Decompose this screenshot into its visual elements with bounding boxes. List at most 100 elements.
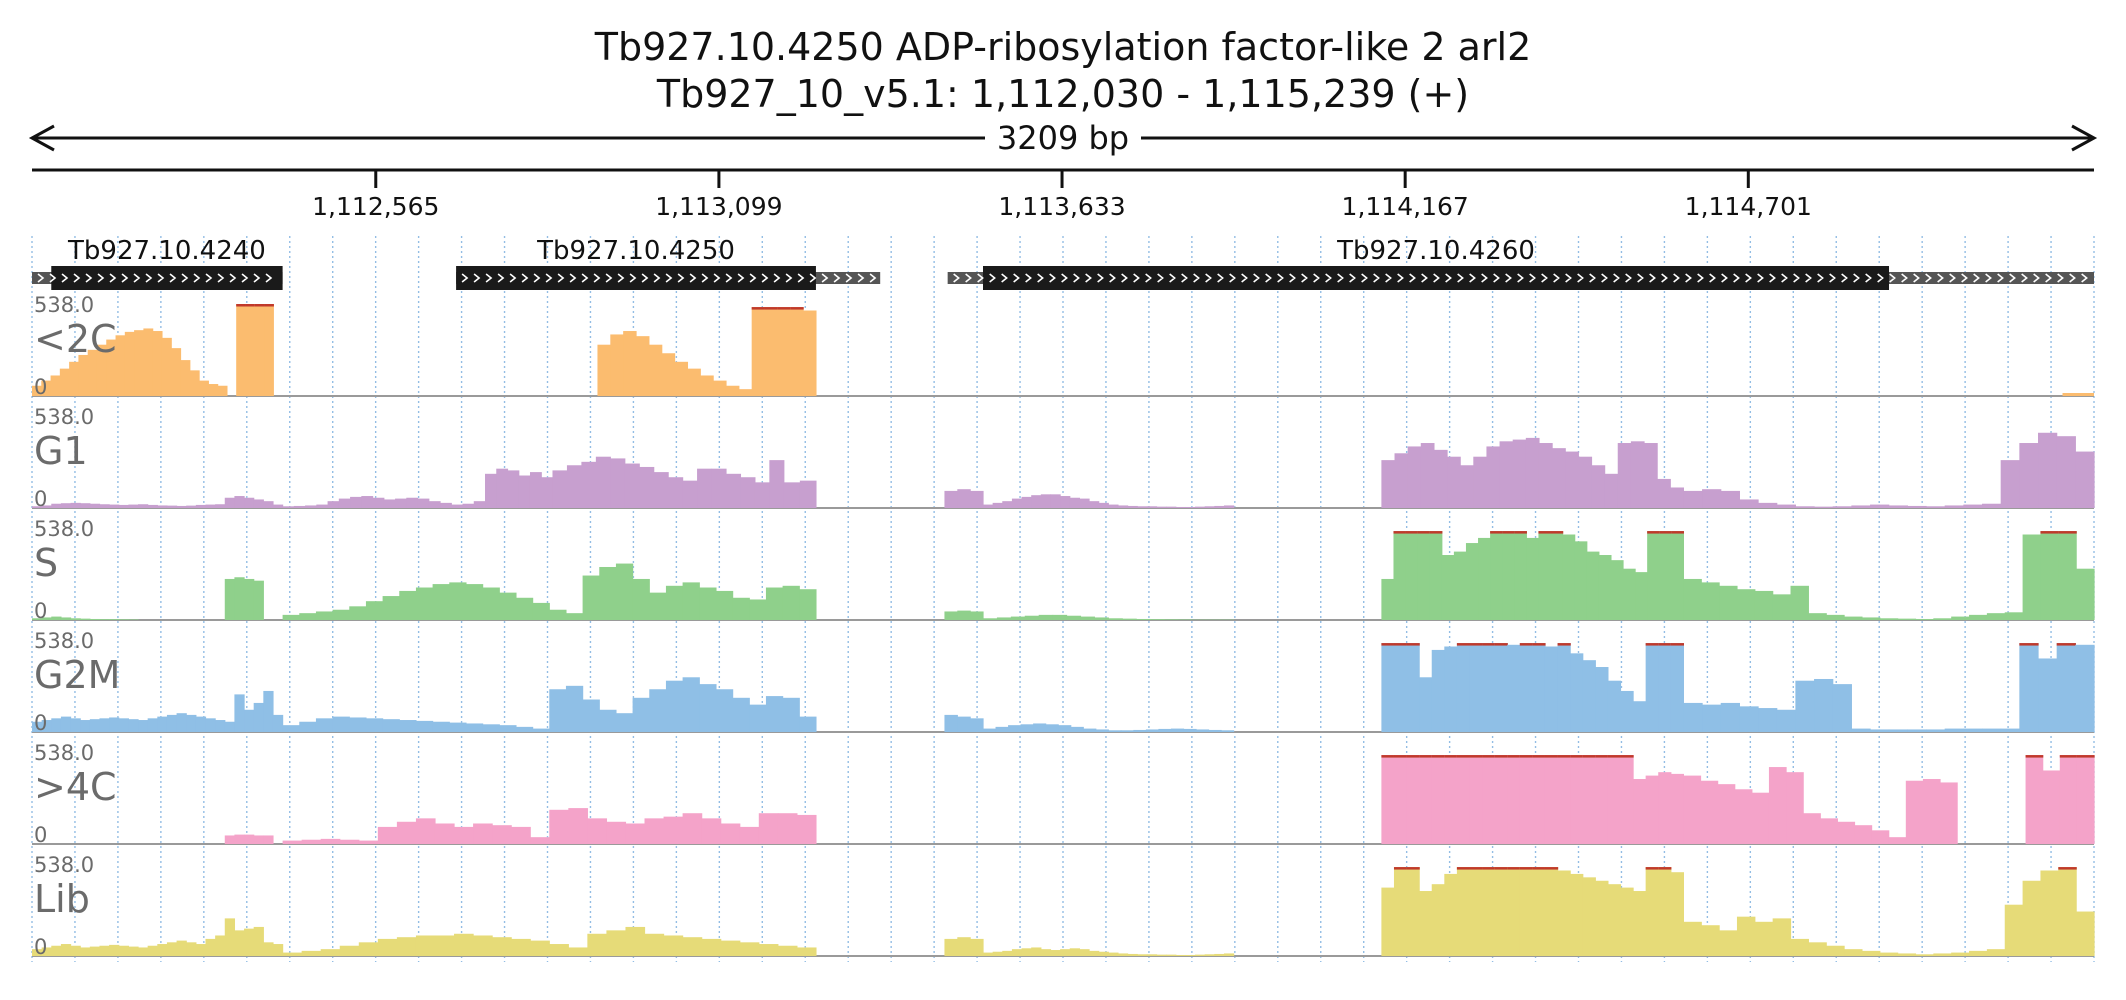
track-5-bar-1-1 <box>301 950 322 956</box>
track-2-bar-3-11 <box>1136 618 1151 620</box>
track-3-clip-4-6 <box>1456 643 1471 646</box>
track-1-bar-0-14 <box>166 505 178 508</box>
track-zero-label-4: 0 <box>34 823 47 847</box>
track-3-bar-5-8 <box>1832 684 1852 732</box>
track-4-clip-2-19 <box>1620 755 1634 758</box>
track-1-bar-7-10 <box>1870 504 1890 508</box>
track-3-clip-5-20 <box>2056 643 2076 646</box>
track-5-clip-4-1 <box>1393 867 1408 870</box>
track-4-bar-1-16 <box>587 818 608 844</box>
track-2-bar-0-23 <box>253 580 264 620</box>
track-5-bar-4-3 <box>1419 891 1433 956</box>
track-3-bar-3-18 <box>1208 729 1222 732</box>
track-3-bar-1-1 <box>299 721 317 732</box>
track-1-bar-6-12 <box>1538 443 1553 508</box>
track-3-bar-0-21 <box>234 694 245 732</box>
track-2-bar-1-8 <box>415 587 434 620</box>
track-1-bar-6-7 <box>1473 456 1488 508</box>
track-5-bar-1-24 <box>739 942 760 956</box>
track-1-bar-6-22 <box>1670 487 1684 508</box>
track-1-bar-2-4 <box>610 458 626 508</box>
track-2-bar-4-11 <box>1514 531 1527 620</box>
track-4-bar-1-12 <box>511 826 531 844</box>
track-0-bar-a-17 <box>189 370 200 396</box>
track-5-clip-4-21 <box>1645 867 1659 870</box>
track-0-clip-a-22 <box>236 304 247 307</box>
track-5-bar-3-21 <box>1185 954 1196 956</box>
track-1-bar-0-21 <box>234 496 245 508</box>
track-3-bar-1-4 <box>349 717 367 732</box>
track-4-bar-3-6 <box>1786 772 1804 844</box>
track-2-bar-5-16 <box>1969 614 1988 620</box>
track-3-bar-0-14 <box>166 714 178 732</box>
track-4-bar-3-23 <box>2076 755 2095 844</box>
track-2-bar-1-2 <box>315 611 334 620</box>
track-2-bar-4-7 <box>1465 543 1479 620</box>
track-1-bar-7-13 <box>1926 506 1946 508</box>
track-2-bar-5-3 <box>1736 589 1756 620</box>
track-4-bar-2-7 <box>1469 755 1483 844</box>
track-4-bar-1-2 <box>320 838 341 844</box>
track-2-bar-1-3 <box>332 609 350 620</box>
track-0-clip-b-13 <box>751 307 766 310</box>
track-3-bar-3-16 <box>1183 728 1197 732</box>
track-max-label-2: 538.0 <box>34 517 94 541</box>
track-1-bar-3-0 <box>783 482 801 508</box>
track-0-bar-b-15 <box>777 307 791 396</box>
track-1-bar-7-5 <box>1776 504 1796 508</box>
track-4-clip-2-3 <box>1419 755 1433 758</box>
track-5-bar-4-19 <box>1620 887 1634 956</box>
track-4-bar-0-24 <box>263 835 274 844</box>
track-2-bar-5-19 <box>2022 534 2042 620</box>
track-5-bar-0-22 <box>244 928 255 956</box>
track-3-bar-4-14 <box>1557 643 1571 732</box>
track-4-clip-2-1 <box>1393 755 1408 758</box>
track-2-bar-4-10 <box>1502 531 1515 620</box>
track-2-bar-4-4 <box>1429 531 1443 620</box>
track-5-bar-1-4 <box>358 942 379 956</box>
track-5-bar-3-14 <box>1117 953 1129 956</box>
track-4-clip-2-8 <box>1482 755 1496 758</box>
track-1: 538.0G1 0 <box>32 405 2095 511</box>
track-1-bar-6-2 <box>1407 446 1422 508</box>
track-2-bar-3-4 <box>1038 614 1054 620</box>
track-1-bar-5-14 <box>1117 505 1129 508</box>
track-1-bar-6-16 <box>1591 465 1606 508</box>
track-2-bar-2-1 <box>957 610 971 620</box>
track-1-bar-5-20 <box>1175 506 1187 508</box>
ruler-tick-label-1: 1,113,099 <box>655 192 782 221</box>
track-3-bar-5-1 <box>1702 704 1722 732</box>
track-5-bar-4-11 <box>1519 867 1533 956</box>
track-3-bar-1-7 <box>399 720 417 732</box>
track-5-bar-2-1 <box>957 937 971 956</box>
track-1-bar-6-4 <box>1433 449 1448 508</box>
track-2-bar-0-10 <box>128 619 139 620</box>
span-arrow <box>28 120 2098 156</box>
track-1-bar-7-6 <box>1795 506 1815 508</box>
track-zero-label-1: 0 <box>34 487 47 511</box>
track-3-bar-3-0 <box>983 728 997 732</box>
track-2-clip-4-13 <box>1538 531 1552 534</box>
track-5-bar-0-5 <box>80 947 91 956</box>
track-4-bar-1-8 <box>434 823 455 844</box>
track-1-bar-5-15 <box>1127 505 1138 508</box>
track-4-bar-1-21 <box>682 813 703 844</box>
track-4-bar-2-9 <box>1494 755 1508 844</box>
track-3-clip-4-23 <box>1670 643 1684 646</box>
track-4-bar-2-6 <box>1456 755 1471 844</box>
track-3-bar-0-25 <box>272 714 284 732</box>
track-5-bar-4-16 <box>1582 877 1596 956</box>
track-3-bar-0-3 <box>60 716 72 732</box>
track-2-bar-5-22 <box>2076 568 2095 620</box>
track-0-bar-b-9 <box>700 375 714 396</box>
track-1-bar-2-9 <box>682 480 698 508</box>
track-4-bar-3-3 <box>1734 789 1753 844</box>
track-2-bar-0-21 <box>234 577 245 620</box>
track-3-bar-1-2 <box>315 718 334 732</box>
track-2-bar-4-8 <box>1478 537 1491 620</box>
track-4-bar-3-9 <box>1837 821 1856 844</box>
track-5-bar-3-18 <box>1156 954 1167 956</box>
track-4-bar-2-11 <box>1519 755 1533 844</box>
track-0-clip-b-16 <box>790 307 804 310</box>
track-3-bar-1-31 <box>799 716 817 732</box>
